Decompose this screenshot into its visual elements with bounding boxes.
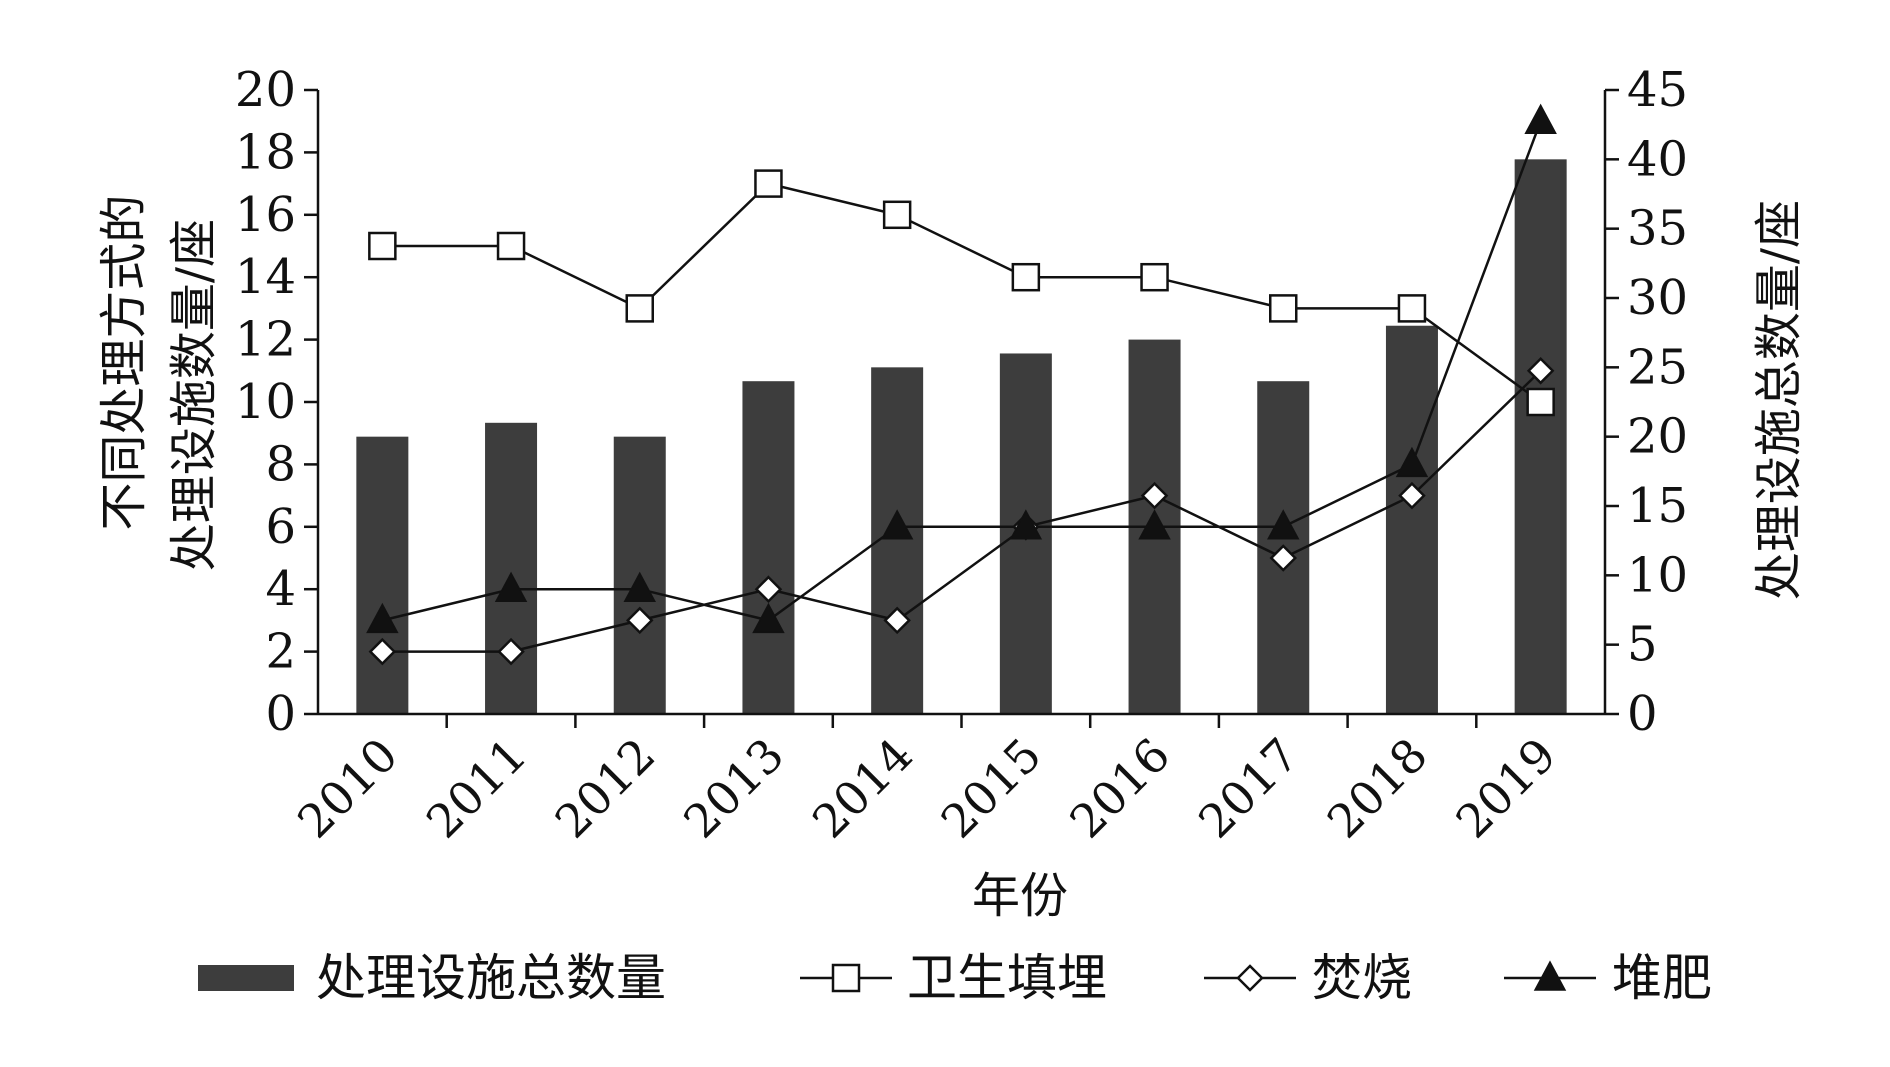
x-tick-label-2018: 2018 bbox=[1317, 728, 1438, 849]
point-incineration-2011 bbox=[497, 637, 525, 666]
legend-marker-compost bbox=[1533, 960, 1567, 991]
legend: 处理设施总数量 卫生填埋 焚烧 堆肥 bbox=[198, 949, 1712, 1007]
bar-2011 bbox=[485, 422, 538, 714]
legend-label-total: 处理设施总数量 bbox=[316, 949, 666, 1007]
x-tick-label-2013: 2013 bbox=[673, 728, 794, 849]
legend-label-landfill: 卫生填埋 bbox=[907, 949, 1107, 1007]
point-incineration-2012 bbox=[625, 606, 654, 635]
bar-2019 bbox=[1514, 159, 1567, 715]
right-tick-label-15: 15 bbox=[1627, 478, 1688, 534]
point-incineration-2018 bbox=[1398, 481, 1426, 510]
point-compost-2018 bbox=[1395, 446, 1429, 478]
left-tick-label-6: 6 bbox=[265, 499, 296, 555]
point-landfill-2013 bbox=[754, 169, 783, 198]
right-tick-label-20: 20 bbox=[1627, 409, 1688, 465]
legend-marker-landfill bbox=[831, 963, 861, 993]
point-landfill-2018 bbox=[1397, 294, 1427, 323]
point-compost-2013 bbox=[752, 602, 785, 634]
legend-swatch-total bbox=[198, 965, 294, 991]
right-tick-label-35: 35 bbox=[1627, 201, 1688, 257]
x-tick-label-2012: 2012 bbox=[545, 728, 666, 849]
bar-2013 bbox=[742, 381, 795, 714]
left-tick-label-12: 12 bbox=[235, 312, 296, 368]
point-landfill-2016 bbox=[1140, 262, 1169, 292]
point-incineration-2017 bbox=[1269, 544, 1298, 572]
point-compost-2015 bbox=[1009, 509, 1043, 540]
left-tick-label-8: 8 bbox=[265, 436, 296, 492]
x-tick-label-2015: 2015 bbox=[931, 728, 1052, 849]
lines-layer bbox=[382, 120, 1542, 653]
point-compost-2017 bbox=[1266, 509, 1300, 540]
left-tick-label-20: 20 bbox=[235, 62, 296, 118]
x-tick-label-2010: 2010 bbox=[287, 728, 408, 849]
point-incineration-2014 bbox=[883, 606, 911, 635]
right-axis-title: 处理设施总数量/座 bbox=[1751, 200, 1807, 600]
point-incineration-2010 bbox=[368, 637, 397, 666]
right-tick-label-0: 0 bbox=[1627, 686, 1658, 742]
bar-2010 bbox=[356, 436, 409, 714]
markers-layer bbox=[366, 103, 1557, 666]
point-compost-2019 bbox=[1524, 103, 1557, 134]
point-landfill-2011 bbox=[496, 231, 526, 261]
left-tick-label-0: 0 bbox=[265, 686, 296, 742]
x-axis-title: 年份 bbox=[972, 868, 1068, 924]
left-axis-title-line-2: 处理设施数量/座 bbox=[166, 219, 222, 571]
right-tick-label-45: 45 bbox=[1627, 62, 1688, 118]
point-incineration-2016 bbox=[1140, 481, 1169, 510]
point-incineration-2019 bbox=[1526, 357, 1555, 385]
right-tick-label-30: 30 bbox=[1627, 270, 1688, 326]
left-axis-title: 不同处理方式的 处理设施数量/座 bbox=[96, 179, 222, 571]
right-tick-label-5: 5 bbox=[1627, 617, 1658, 673]
bars-layer bbox=[356, 159, 1567, 715]
point-landfill-2017 bbox=[1269, 294, 1298, 323]
left-tick-label-18: 18 bbox=[235, 124, 296, 180]
point-compost-2016 bbox=[1138, 509, 1171, 540]
bar-2018 bbox=[1385, 325, 1438, 714]
point-compost-2011 bbox=[494, 571, 528, 602]
legend-label-compost: 堆肥 bbox=[1612, 949, 1712, 1007]
x-tick-label-2014: 2014 bbox=[802, 728, 923, 849]
left-tick-label-10: 10 bbox=[235, 374, 296, 430]
right-tick-label-25: 25 bbox=[1627, 339, 1688, 395]
point-incineration-2013 bbox=[754, 575, 783, 603]
point-landfill-2010 bbox=[368, 231, 397, 261]
legend-marker-incineration bbox=[1236, 964, 1264, 992]
left-tick-label-2: 2 bbox=[265, 624, 296, 680]
line-compost bbox=[382, 120, 1542, 622]
left-tick-label-16: 16 bbox=[235, 187, 296, 243]
x-tick-label-2017: 2017 bbox=[1188, 728, 1309, 849]
x-tick-label-2019: 2019 bbox=[1445, 728, 1566, 849]
right-tick-label-10: 10 bbox=[1627, 547, 1688, 603]
x-tick-label-2011: 2011 bbox=[416, 728, 537, 849]
point-compost-2014 bbox=[880, 509, 914, 540]
point-compost-2010 bbox=[366, 602, 399, 634]
left-tick-label-4: 4 bbox=[265, 561, 296, 617]
point-landfill-2015 bbox=[1011, 262, 1041, 292]
right-tick-label-40: 40 bbox=[1627, 131, 1688, 187]
line-incineration bbox=[382, 369, 1542, 653]
point-landfill-2019 bbox=[1526, 387, 1555, 417]
legend-label-incineration: 焚烧 bbox=[1312, 949, 1412, 1007]
x-tick-label-2016: 2016 bbox=[1059, 728, 1180, 849]
line-landfill bbox=[382, 182, 1542, 404]
point-landfill-2014 bbox=[882, 200, 912, 230]
point-landfill-2012 bbox=[625, 294, 654, 323]
left-tick-label-14: 14 bbox=[235, 249, 296, 305]
point-compost-2012 bbox=[623, 571, 657, 602]
left-axis-title-line-1: 不同处理方式的 bbox=[96, 195, 152, 531]
